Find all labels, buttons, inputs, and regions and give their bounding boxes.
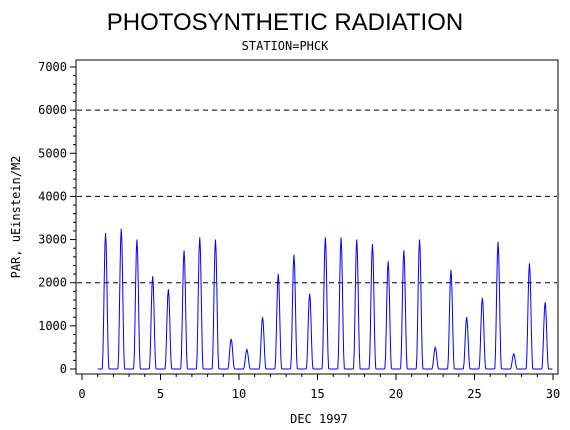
x-tick-label: 10	[232, 387, 246, 401]
x-tick-label: 20	[389, 387, 403, 401]
reference-lines	[77, 109, 557, 284]
y-tick-label: 6000	[38, 103, 67, 117]
y-axis: 0 1000 2000 3000 4000 5000 6000 7000	[38, 60, 76, 376]
y-tick-label: 4000	[38, 189, 67, 203]
plot-frame	[75, 59, 559, 375]
x-tick-label: 30	[546, 387, 560, 401]
y-tick-label: 0	[60, 362, 67, 376]
chart-title: PHOTOSYNTHETIC RADIATION	[107, 9, 463, 36]
y-tick-label: 2000	[38, 276, 67, 290]
y-tick-label: 3000	[38, 233, 67, 247]
x-tick-label: 0	[78, 387, 85, 401]
par-series-line	[97, 228, 553, 370]
y-axis-label: PAR, uEinstein/M2	[9, 156, 23, 279]
y-tick-label: 7000	[38, 60, 67, 74]
x-tick-label: 25	[467, 387, 481, 401]
x-tick-label: 15	[310, 387, 324, 401]
x-axis: 0 5 10 15 20 25 30	[78, 374, 560, 401]
y-tick-label: 1000	[38, 319, 67, 333]
x-axis-label: DEC 1997	[290, 412, 348, 426]
series-group	[97, 228, 553, 370]
chart-subtitle: STATION=PHCK	[242, 39, 329, 53]
x-tick-label: 5	[157, 387, 164, 401]
y-tick-label: 5000	[38, 146, 67, 160]
